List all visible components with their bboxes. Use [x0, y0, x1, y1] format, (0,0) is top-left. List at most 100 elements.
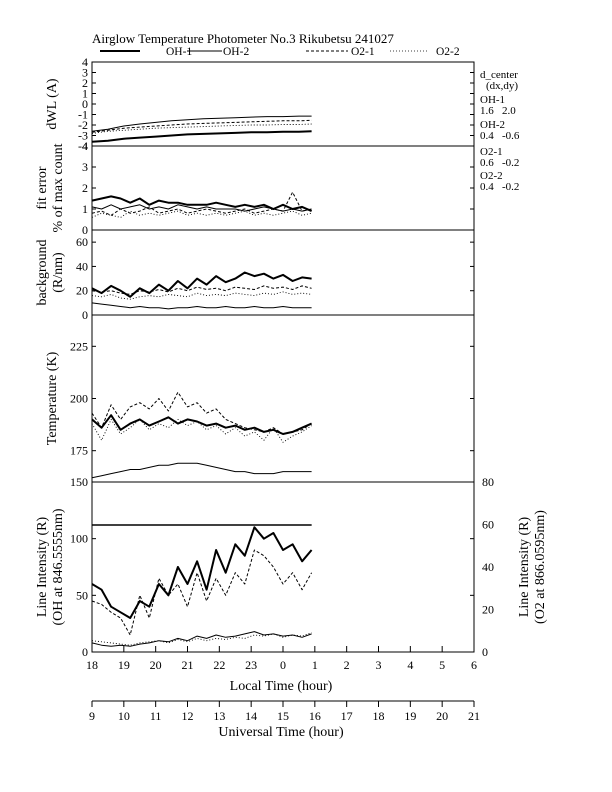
- x-tick-label: 6: [471, 658, 477, 672]
- y-tick-label-temperature: 175: [70, 444, 88, 458]
- legend: OH-1 OH-2 O2-1 O2-2: [100, 46, 460, 58]
- x2-tick-label: 17: [341, 709, 353, 723]
- y2-tick-label-line-intensity: 0: [482, 645, 488, 659]
- x-axis-title: Local Time (hour): [230, 679, 333, 694]
- y-tick-label-fit-error: 2: [82, 181, 88, 195]
- legend-label-o2-2: O2-2: [436, 46, 460, 58]
- x2-tick-label: 20: [436, 709, 448, 723]
- y-axis-title-line: (OH at 846.5555nm): [51, 508, 66, 625]
- x-tick-label: 5: [439, 658, 445, 672]
- series-line-fit-error-o2-1: [91, 191, 312, 216]
- y2-axis-title-line: (O2 at 866.0595nm): [533, 510, 548, 624]
- y2-tick-label-line-intensity: 20: [482, 603, 494, 617]
- y-axis-title-line: dWL (A): [45, 78, 60, 130]
- x2-tick-label: 16: [309, 709, 321, 723]
- panel-temperature: 175 200 225 Temperature (K): [45, 314, 475, 483]
- x2-tick-label: 21: [468, 709, 480, 723]
- y-tick-label-dwl: 0: [82, 97, 88, 111]
- x2-axis-title: Universal Time (hour): [218, 725, 344, 740]
- y-axis-title-line-intensity: Line Intensity (R)(OH at 846.5555nm): [35, 508, 66, 625]
- y-tick-label-dwl: 4: [82, 55, 88, 69]
- y-tick-label-dwl: 3: [82, 66, 88, 80]
- series-line-temperature-o2-2: [91, 418, 312, 443]
- d-center-subheader: (dx,dy): [486, 80, 518, 92]
- legend-label-oh-2: OH-2: [223, 46, 249, 58]
- x-axis-universal-time: 9 10 11 12 13 14 15 16 17 18 19 20 21: [89, 700, 480, 723]
- y-axis-title-background: background(R/nm): [35, 239, 66, 305]
- x-tick-label: 23: [245, 658, 257, 672]
- panel-frame-line-intensity: [91, 481, 475, 653]
- series-line-line-intensity-o2-2: [91, 632, 312, 646]
- d-center-name-o2-1: O2-1: [480, 146, 503, 158]
- series-line-temperature-o2-1: [91, 391, 312, 435]
- series-line-temperature-oh-2: [91, 462, 312, 479]
- y-tick-label-dwl: -4: [78, 139, 88, 153]
- y-axis-title-line: Temperature (K): [45, 351, 60, 445]
- series-line-dwl-o2-2: [91, 123, 312, 134]
- x-tick-label: 4: [407, 658, 413, 672]
- y-tick-label-dwl: 2: [82, 76, 88, 90]
- y-tick-label-temperature: 225: [70, 339, 88, 353]
- y-tick-label-line-intensity: 150: [70, 475, 88, 489]
- series-line-dwl-oh-2: [91, 115, 312, 132]
- y-tick-label-line-intensity: 0: [82, 645, 88, 659]
- y2-tick-label-line-intensity: 80: [482, 475, 494, 489]
- x2-tick-label: 13: [213, 709, 225, 723]
- x2-tick-label: 10: [118, 709, 130, 723]
- y-tick-label-background: 40: [76, 259, 88, 273]
- series-line-dwl-o2-1: [91, 119, 312, 133]
- panel-frame-fit-error: [91, 145, 475, 231]
- y-tick-label-line-intensity: 50: [76, 588, 88, 602]
- x-tick-label: 18: [86, 658, 98, 672]
- d-center-values-oh-2: 0.4 -0.6: [480, 130, 520, 142]
- d-center-values-o2-2: 0.4 -0.2: [480, 181, 519, 193]
- x-tick-label: 22: [213, 658, 225, 672]
- series-line-line-intensity-oh-1: [91, 526, 313, 619]
- d-center-name-oh-1: OH-1: [480, 94, 505, 106]
- d-center-values-oh-1: 1.6 2.0: [480, 105, 516, 117]
- series-line-temperature-oh-1: [91, 414, 312, 435]
- panel-frame-temperature: [91, 314, 475, 483]
- x-tick-label: 0: [280, 658, 286, 672]
- legend-label-oh-1: OH-1: [166, 46, 192, 58]
- series-line-line-intensity-oh-2: [91, 631, 312, 647]
- y-tick-label-dwl: -2: [78, 118, 88, 132]
- series-line-line-intensity-o2-1: [91, 549, 313, 636]
- legend-label-o2-1: O2-1: [351, 46, 375, 58]
- x2-tick-label: 11: [150, 709, 162, 723]
- series-line-background-oh-2: [91, 302, 312, 310]
- series-line-fit-error-oh-1: [91, 195, 313, 213]
- x2-tick-label: 19: [404, 709, 416, 723]
- y-axis-title-line: (R/nm): [51, 252, 66, 293]
- d-center-name-oh-2: OH-2: [480, 119, 505, 131]
- x-axis-local-time: 18 19 20 21 22 23 0 1 2 3 4 5 6: [86, 646, 477, 672]
- x-tick-label: 19: [118, 658, 130, 672]
- y-axis-title-temperature: Temperature (K): [45, 351, 60, 445]
- y2-tick-label-line-intensity: 60: [482, 518, 494, 532]
- y-tick-label-fit-error: 4: [82, 139, 88, 153]
- x2-tick-label: 18: [373, 709, 385, 723]
- d-center-header: d_center: [480, 69, 518, 81]
- y-tick-label-fit-error: 1: [82, 202, 88, 216]
- y-tick-label-fit-error: 3: [82, 160, 88, 174]
- chart-title: Airglow Temperature Photometer No.3 Riku…: [92, 31, 394, 46]
- series-line-fit-error-oh-2: [91, 204, 312, 212]
- x2-tick-label: 9: [89, 709, 95, 723]
- y2-axis-title-line-intensity: Line Intensity (R)(O2 at 866.0595nm): [517, 510, 548, 624]
- d-center-name-o2-2: O2-2: [480, 170, 503, 182]
- y2-axis-title-line: Line Intensity (R): [517, 517, 532, 618]
- y-tick-label-dwl: -3: [78, 129, 88, 143]
- series-line-background-o2-1: [91, 285, 312, 295]
- y-tick-label-background: 60: [76, 235, 88, 249]
- panel-fit-error: 0 1 2 3 4 fit error% of max count: [35, 139, 475, 237]
- panel-frame-dwl: [91, 61, 475, 147]
- y-tick-label-background: 0: [82, 308, 88, 322]
- d-center-table: d_center (dx,dy) OH-1 1.6 2.0 OH-2 0.4 -…: [480, 69, 520, 193]
- x-tick-label: 3: [376, 658, 382, 672]
- y-tick-label-fit-error: 0: [82, 223, 88, 237]
- y-axis-title-line: fit error: [35, 166, 50, 209]
- d-center-values-o2-1: 0.6 -0.2: [480, 157, 519, 169]
- x-tick-label: 2: [344, 658, 350, 672]
